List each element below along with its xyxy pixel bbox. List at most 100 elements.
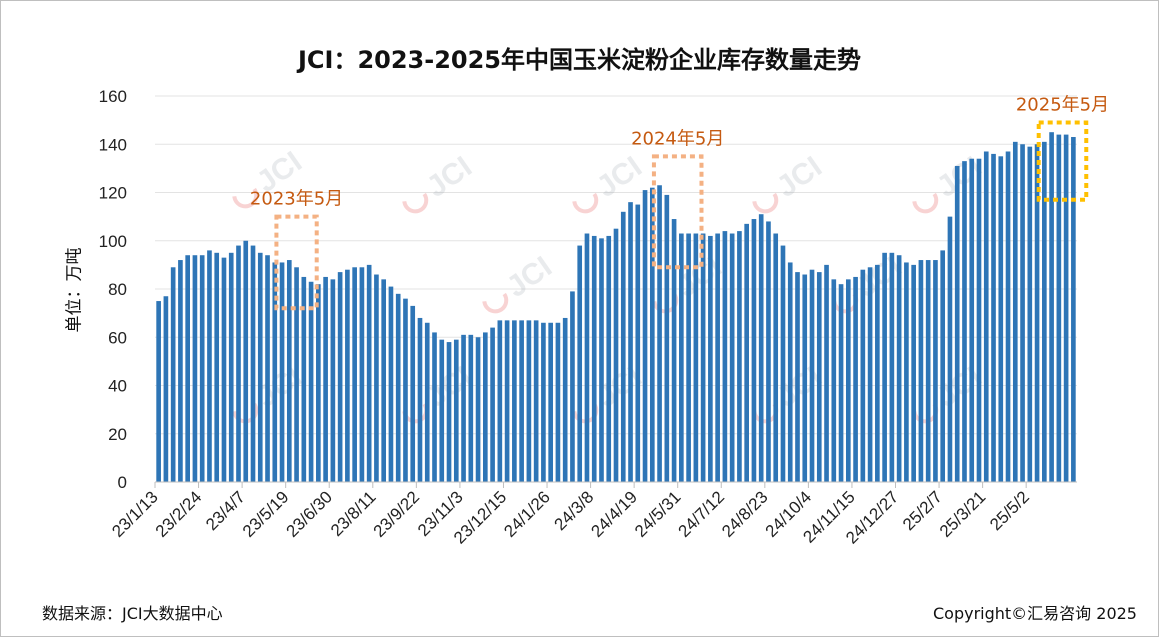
y-tick-label: 0	[118, 473, 127, 492]
bar	[1027, 146, 1033, 482]
bar	[410, 305, 416, 482]
bar	[1020, 144, 1025, 482]
bar	[649, 187, 655, 482]
bar	[766, 221, 771, 482]
bar	[257, 252, 263, 482]
bar	[214, 252, 220, 482]
bar	[918, 260, 924, 482]
bar	[758, 214, 764, 482]
bar	[1042, 141, 1047, 482]
bar	[533, 320, 539, 482]
bar	[889, 252, 895, 482]
bar	[896, 255, 902, 482]
bar	[156, 301, 161, 482]
x-tick-label: 24/1/26	[500, 487, 554, 541]
bar	[178, 260, 183, 482]
bar	[483, 332, 488, 482]
bar	[374, 274, 379, 482]
watermark-icon	[752, 187, 779, 214]
bar	[497, 320, 503, 482]
bar	[294, 267, 299, 482]
bar	[599, 238, 604, 482]
bar	[1049, 132, 1054, 482]
bar	[562, 317, 568, 482]
bar	[591, 235, 597, 482]
bar	[301, 276, 307, 482]
bar	[584, 233, 590, 482]
bar	[947, 216, 953, 483]
bar	[548, 322, 553, 482]
bar	[976, 158, 982, 482]
watermark-text: JCI	[771, 150, 828, 204]
bar	[715, 233, 720, 482]
bar	[773, 233, 779, 482]
y-tick-label: 160	[99, 87, 127, 106]
annotation-label: 2025年5月	[1016, 95, 1109, 116]
x-tick-label: 23/2/24	[152, 487, 206, 541]
watermark-icon	[912, 187, 939, 214]
bar	[490, 327, 495, 482]
x-tick-label: 23/8/11	[327, 487, 380, 540]
bar	[780, 245, 786, 482]
bar	[228, 252, 234, 482]
bar	[388, 286, 394, 482]
watermark-logo: JCI	[402, 150, 478, 214]
bar	[983, 151, 989, 483]
bar	[286, 260, 292, 482]
bar	[221, 257, 227, 482]
bar	[1071, 137, 1076, 482]
y-tick-label: 40	[108, 377, 127, 396]
bar	[671, 219, 677, 483]
x-tick-label: 23/9/22	[370, 487, 424, 541]
copyright-notice: Copyright©汇易咨询 2025	[933, 604, 1137, 623]
x-tick-label: 24/7/12	[675, 487, 729, 541]
y-tick-label: 60	[108, 328, 127, 347]
bar	[192, 255, 198, 482]
bar	[279, 262, 285, 482]
bar	[1005, 151, 1011, 483]
bar	[853, 276, 858, 482]
bar	[875, 264, 880, 483]
bar	[316, 284, 321, 482]
bar	[787, 262, 793, 482]
bar	[526, 320, 532, 482]
y-tick-label: 140	[99, 135, 127, 154]
bar	[541, 322, 546, 482]
annotation-label: 2023年5月	[250, 189, 343, 210]
bar	[729, 233, 735, 482]
bar	[628, 202, 633, 482]
bar	[998, 156, 1004, 482]
bar	[991, 153, 996, 482]
bar	[265, 255, 270, 482]
bar	[933, 260, 938, 482]
bar	[163, 296, 169, 482]
x-tick-label: 23/6/30	[283, 487, 337, 541]
bar	[323, 276, 328, 482]
bar	[606, 235, 612, 482]
bar	[236, 245, 241, 482]
watermark-logo: JCI	[482, 250, 558, 314]
bar	[635, 204, 641, 482]
bar	[940, 250, 946, 482]
x-tick-label: 24/4/19	[587, 487, 641, 541]
bar	[1056, 134, 1062, 482]
bar	[911, 264, 916, 483]
watermark-text: JCI	[501, 250, 558, 304]
bar	[708, 235, 713, 482]
bar	[570, 291, 575, 482]
watermark-icon	[402, 187, 429, 214]
bar	[250, 245, 256, 482]
watermark-logo: JCI	[752, 150, 828, 214]
bar	[751, 219, 757, 483]
bar	[831, 279, 837, 482]
bar	[308, 281, 314, 482]
bar	[693, 233, 699, 482]
bar	[468, 334, 474, 482]
bar	[824, 264, 829, 483]
bar	[243, 240, 249, 482]
bar	[475, 337, 481, 482]
bar	[453, 339, 459, 482]
watermark-text: JCI	[421, 150, 478, 204]
bar	[867, 267, 873, 482]
